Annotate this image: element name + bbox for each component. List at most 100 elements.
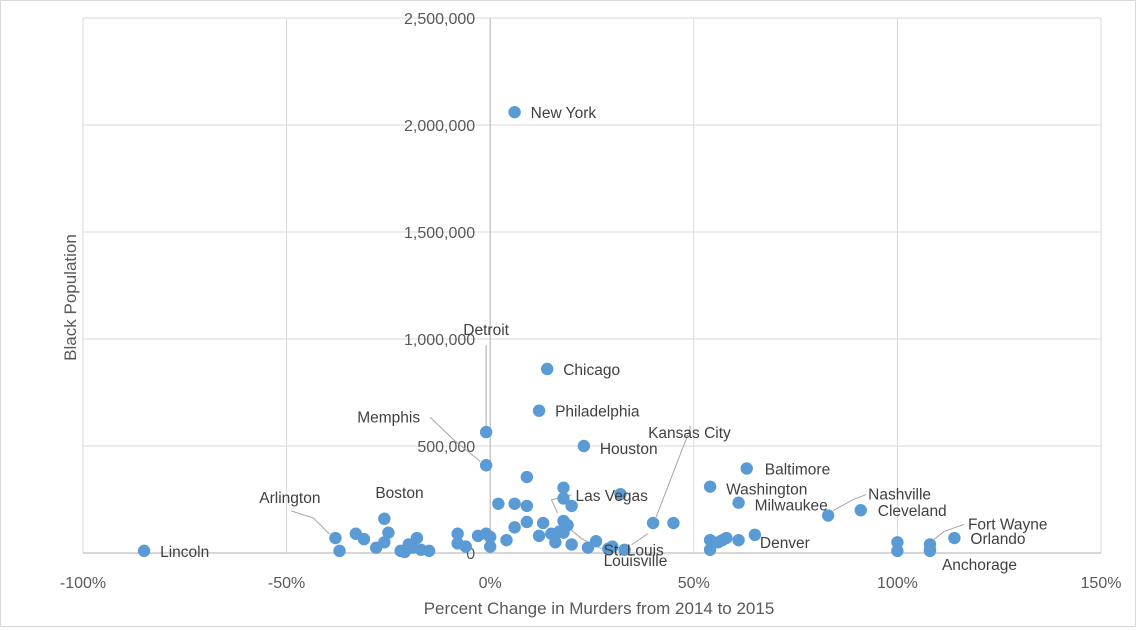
y-tick-label: 500,000 (417, 439, 475, 456)
y-tick-label: 0 (466, 546, 475, 563)
data-point (349, 527, 363, 540)
leader-line (832, 494, 867, 511)
data-point (508, 521, 521, 534)
point-label: Orlando (970, 531, 1025, 548)
data-point-houston (577, 439, 591, 453)
point-label: Kansas City (648, 425, 731, 442)
point-label: Las Vegas (575, 488, 648, 505)
data-point (581, 541, 595, 554)
data-points (137, 105, 961, 559)
point-label: Arlington (259, 490, 320, 507)
leader-line (429, 416, 481, 462)
data-point-new-york (508, 105, 521, 119)
data-point-washington (703, 480, 717, 493)
data-point-milwaukee (732, 496, 745, 509)
data-point (520, 499, 534, 513)
data-point (732, 533, 745, 547)
data-point (720, 531, 733, 545)
data-point-louisville (618, 543, 631, 556)
point-labels: New York Chicago Philadelphia Detroit Housto… (160, 105, 1047, 574)
data-point-lincoln (137, 544, 151, 558)
data-point-boston (378, 512, 391, 525)
data-point (459, 540, 472, 553)
data-point (557, 481, 570, 494)
point-label: St. Louis (603, 543, 664, 560)
data-point (557, 492, 570, 505)
point-label: Washington (726, 482, 807, 499)
data-point-orlando (948, 531, 961, 545)
x-tick-label: -100% (60, 575, 106, 592)
data-point-arlington (329, 531, 342, 545)
axes (83, 18, 1101, 554)
point-label: Lincoln (160, 544, 209, 561)
data-point-anchorage (923, 544, 937, 558)
leader-lines (291, 345, 965, 550)
data-point (602, 542, 615, 555)
point-label: New York (531, 105, 597, 122)
data-point (500, 533, 513, 547)
x-tick-label: -50% (268, 575, 305, 592)
data-point-memphis (479, 459, 493, 472)
y-tick-label: 2,500,000 (404, 11, 475, 28)
y-axis-title: Black Population (61, 234, 80, 361)
point-label: Denver (760, 535, 810, 552)
x-tick-label: 150% (1081, 575, 1122, 592)
data-point (565, 538, 578, 551)
point-label: Fort Wayne (968, 516, 1048, 533)
data-point (484, 540, 497, 553)
point-label: Nashville (868, 487, 931, 504)
y-tick-label: 2,000,000 (404, 118, 475, 135)
data-point (536, 516, 550, 530)
data-point (703, 543, 717, 556)
data-point (484, 530, 497, 544)
point-label: Chicago (563, 362, 620, 379)
point-label: Houston (600, 441, 658, 458)
data-point-kansas-city (646, 516, 660, 530)
point-label: Detroit (463, 322, 509, 339)
data-point (471, 529, 485, 543)
data-point (667, 516, 680, 530)
leader-line (291, 510, 330, 535)
data-point (406, 541, 420, 554)
point-label: Baltimore (765, 461, 830, 478)
x-axis-title: Percent Change in Murders from 2014 to 2… (424, 599, 775, 618)
data-point (565, 499, 578, 513)
leader-line (655, 426, 691, 518)
data-point-philadelphia (532, 404, 546, 417)
data-point (451, 527, 464, 540)
point-label: Memphis (357, 409, 420, 426)
gridlines (82, 17, 1102, 553)
data-point-las-vegas (557, 514, 570, 528)
y-tick-label: 1,000,000 (404, 332, 475, 349)
leader-line (631, 533, 648, 546)
data-point (532, 529, 546, 543)
point-label: Anchorage (942, 557, 1017, 574)
point-label: Milwaukee (755, 498, 828, 515)
data-point-denver (748, 528, 762, 542)
data-point (333, 544, 346, 558)
point-label: Louisville (604, 553, 668, 570)
data-point (891, 536, 904, 549)
x-tick-label: 50% (678, 575, 710, 592)
x-tick-label: 100% (877, 575, 918, 592)
point-label: Philadelphia (555, 404, 640, 421)
data-point (520, 470, 534, 484)
data-point-st-louis (557, 526, 570, 539)
data-point (520, 515, 534, 529)
data-point-chicago (541, 362, 554, 376)
tick-labels: -100% -50% 0% 50% 100% 150% 0 500,000 1,000,000 1… (60, 11, 1122, 592)
data-point-nashville (821, 509, 835, 522)
point-label: Boston (375, 485, 423, 502)
data-point-cleveland (854, 504, 867, 517)
data-point (614, 487, 627, 501)
leader-line (933, 523, 965, 540)
y-tick-label: 1,500,000 (404, 225, 475, 242)
data-point (891, 544, 904, 558)
data-point (549, 536, 562, 549)
data-point (508, 497, 521, 510)
data-point (492, 497, 505, 510)
x-tick-label: 0% (479, 575, 502, 592)
data-point-detroit (479, 425, 493, 439)
